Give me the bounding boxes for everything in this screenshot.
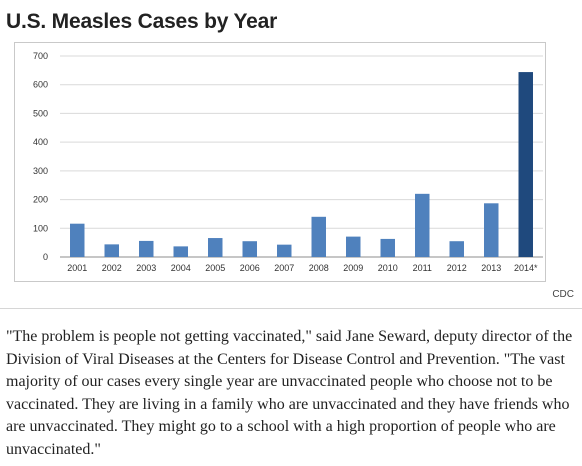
x-tick-label: 2009 bbox=[343, 263, 363, 273]
x-tick-label: 2001 bbox=[67, 263, 87, 273]
x-tick-label: 2007 bbox=[274, 263, 294, 273]
bar bbox=[346, 236, 361, 257]
bar bbox=[311, 216, 326, 257]
chart-frame: 0 100 200 300 400 500 600 700 2001 2002 2003 2004 20… bbox=[14, 42, 546, 282]
bar bbox=[70, 223, 85, 257]
x-tick-label: 2014* bbox=[514, 263, 538, 273]
x-tick-label: 2012 bbox=[447, 263, 467, 273]
x-tick-label: 2002 bbox=[102, 263, 122, 273]
divider bbox=[0, 308, 582, 309]
x-tick-label: 2003 bbox=[136, 263, 156, 273]
x-tick-label: 2008 bbox=[309, 263, 329, 273]
y-tick-label: 300 bbox=[33, 166, 48, 176]
x-tick-label: 2004 bbox=[171, 263, 191, 273]
bar bbox=[208, 238, 223, 257]
x-tick-label: 2011 bbox=[413, 263, 432, 273]
y-tick-label: 700 bbox=[33, 51, 48, 61]
bar bbox=[139, 240, 154, 257]
bar bbox=[242, 241, 257, 257]
bar bbox=[449, 241, 464, 257]
bar bbox=[380, 238, 395, 257]
y-tick-label: 0 bbox=[43, 252, 48, 262]
source-credit: CDC bbox=[552, 289, 574, 300]
y-tick-label: 100 bbox=[33, 223, 48, 233]
bar bbox=[484, 203, 499, 257]
x-tick-label: 2005 bbox=[205, 263, 225, 273]
x-tick-label: 2010 bbox=[378, 263, 398, 273]
bar bbox=[518, 72, 533, 257]
y-tick-label: 500 bbox=[33, 108, 48, 118]
bar bbox=[277, 244, 292, 257]
y-tick-label: 200 bbox=[33, 195, 48, 205]
bar bbox=[415, 193, 430, 257]
bar-chart: 0 100 200 300 400 500 600 700 2001 2002 2003 2004 20… bbox=[33, 51, 543, 273]
chart-title: U.S. Measles Cases by Year bbox=[6, 10, 278, 33]
bar bbox=[104, 244, 119, 257]
x-tick-label: 2006 bbox=[240, 263, 260, 273]
y-tick-label: 400 bbox=[33, 137, 48, 147]
bar bbox=[173, 246, 188, 257]
article-paragraph: "The problem is people not getting vacci… bbox=[6, 328, 573, 458]
x-tick-label: 2013 bbox=[481, 263, 501, 273]
y-tick-label: 600 bbox=[33, 80, 48, 90]
